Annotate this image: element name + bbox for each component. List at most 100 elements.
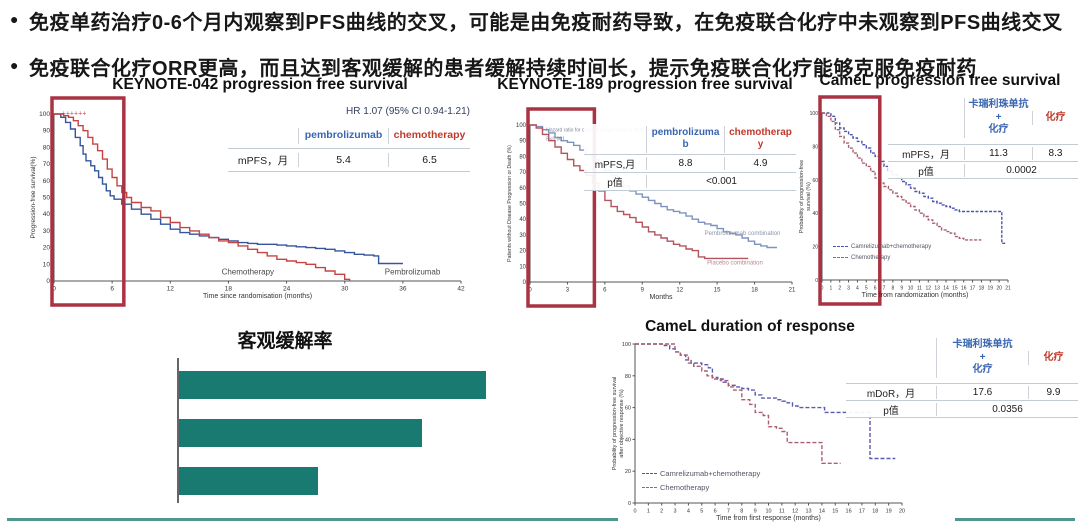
table-cell-value: 11.3 [964,147,1032,160]
svg-text:10: 10 [519,264,526,270]
svg-text:0: 0 [633,509,636,515]
camel-dor-title: CameL duration of response [645,318,855,335]
footer-accent-line-left [7,518,618,521]
legend-item: Camrelizumab+chemotherapy [642,466,760,480]
svg-text:12: 12 [926,286,932,292]
svg-text:10: 10 [908,286,914,292]
kn042-table: pembrolizumab chemotherapy mPFS，月 5.4 6.… [228,124,470,172]
table-col-header-chemotherapy: chemotherapy [724,125,796,153]
svg-text:12: 12 [167,286,175,293]
svg-text:Probability of progression-fre: Probability of progression-free [799,160,805,233]
svg-text:19: 19 [988,286,994,292]
svg-text:36: 36 [399,286,407,293]
legend-item: Chemotherapy [833,252,931,263]
svg-text:21: 21 [789,288,796,294]
table-cell-pvalue: 0.0002 [964,164,1078,177]
camel-pfs-title: CameL progression free survival [819,72,1061,89]
table-row-label: p值 [918,167,934,178]
svg-text:9: 9 [754,509,757,515]
svg-text:100: 100 [516,123,527,129]
svg-text:18: 18 [979,286,985,292]
svg-text:11: 11 [917,286,922,292]
svg-text:19: 19 [886,509,892,515]
table-corner-cell [846,357,936,359]
svg-text:8: 8 [740,509,743,515]
kn042-title: KEYNOTE-042 progression free survival [112,76,408,93]
svg-text:15: 15 [714,288,721,294]
svg-text:100: 100 [39,111,50,118]
svg-text:1: 1 [647,509,650,515]
svg-text:17: 17 [859,509,865,515]
svg-text:10: 10 [765,509,771,515]
svg-text:80: 80 [812,144,818,150]
svg-text:Time since randomisation (mont: Time since randomisation (months) [203,293,312,300]
bullet-text-2: 免疫联合化疗ORR更高，而且达到客观缓解的患者缓解持续时间长，提示免疫联合化疗能… [28,58,977,80]
svg-text:2: 2 [838,286,841,292]
svg-text:11: 11 [779,509,785,515]
svg-text:Time from randomization (month: Time from randomization (months) [862,292,969,299]
svg-text:6: 6 [603,288,607,294]
bullet-dot: ● [10,11,19,27]
svg-text:30: 30 [341,286,349,293]
svg-text:40: 40 [625,437,631,443]
orr-axis-line [177,358,179,503]
svg-text:Progression-free survival(%): Progression-free survival(%) [30,157,37,239]
svg-text:15: 15 [952,286,958,292]
svg-text:20: 20 [812,245,818,251]
svg-text:1: 1 [829,286,832,292]
svg-text:60: 60 [812,178,818,184]
svg-text:20: 20 [519,249,526,255]
svg-text:42: 42 [457,286,465,293]
svg-text:18: 18 [225,286,233,293]
table-row-label: mPFS，月 [237,154,289,167]
svg-text:50: 50 [43,195,51,202]
bullet-line-2: ● 免疫联合化疗ORR更高，而且达到客观缓解的患者缓解持续时间长，提示免疫联合化… [10,52,1072,81]
svg-text:0: 0 [815,278,818,284]
table-corner-cell [584,138,646,140]
svg-text:18: 18 [872,509,878,515]
legend-label: Camrelizumab+chemotherapy [851,243,932,250]
svg-text:100: 100 [810,111,819,117]
svg-text:0: 0 [523,280,527,286]
svg-text:9: 9 [900,286,903,292]
bullet-dot: ● [10,57,19,73]
svg-text:0: 0 [52,286,56,293]
table-corner-cell [228,135,298,137]
table-cell-pvalue: <0.001 [646,175,796,188]
table-col-header-camrelizumab-chemo: 卡瑞利珠单抗 + 化疗 [964,98,1032,138]
svg-text:60: 60 [519,186,526,192]
camel-dor-table: 卡瑞利珠单抗 + 化疗 化疗 mDoR，月 17.6 9.9 p值 0.0356 [846,333,1078,418]
kn189-title: KEYNOTE-189 progression free survival [497,76,793,93]
svg-text:3: 3 [566,288,570,294]
svg-text:2: 2 [660,509,663,515]
svg-text:Months: Months [650,294,673,301]
svg-text:40: 40 [43,211,51,218]
orr-title: 客观缓解率 [237,331,333,352]
svg-text:Placebo combination: Placebo combination [707,261,763,267]
table-cell-value: 8.8 [646,157,724,170]
table-col-header-pembrolizumab: pembrolizumab [646,125,724,153]
svg-text:13: 13 [805,509,811,515]
svg-text:3: 3 [674,509,677,515]
table-cell-value: 5.4 [298,153,388,167]
table-row-label: mPFS，月 [902,150,950,161]
svg-text:60: 60 [43,178,51,185]
camel-pfs-legend: Camrelizumab+chemotherapy Chemotherapy [833,241,931,263]
table-row-label: p值 [607,178,623,189]
svg-text:50: 50 [519,202,526,208]
svg-text:40: 40 [812,211,818,217]
svg-text:4: 4 [687,509,690,515]
legend-item: Chemotherapy [642,480,760,494]
svg-text:15: 15 [832,509,838,515]
svg-text:10: 10 [43,261,51,268]
table-col-header-camrelizumab-chemo: 卡瑞利珠单抗 + 化疗 [936,338,1028,378]
svg-text:21: 21 [1005,286,1011,292]
legend-label: Chemotherapy [851,254,891,261]
kn042-hr-note: HR 1.07 (95% CI 0.94-1.21) [346,106,470,117]
svg-text:after objective response (%): after objective response (%) [619,389,625,458]
camel-dor-legend: Camrelizumab+chemotherapy Chemotherapy [642,466,760,494]
svg-text:8: 8 [891,286,894,292]
bullet-line-1: ● 免疫单药治疗0-6个月内观察到PFS曲线的交叉，可能是由免疫耐药导致，在免疫… [10,6,1072,35]
table-cell-value: 6.5 [388,153,470,167]
svg-text:Pembrolizumab: Pembrolizumab [385,267,441,276]
